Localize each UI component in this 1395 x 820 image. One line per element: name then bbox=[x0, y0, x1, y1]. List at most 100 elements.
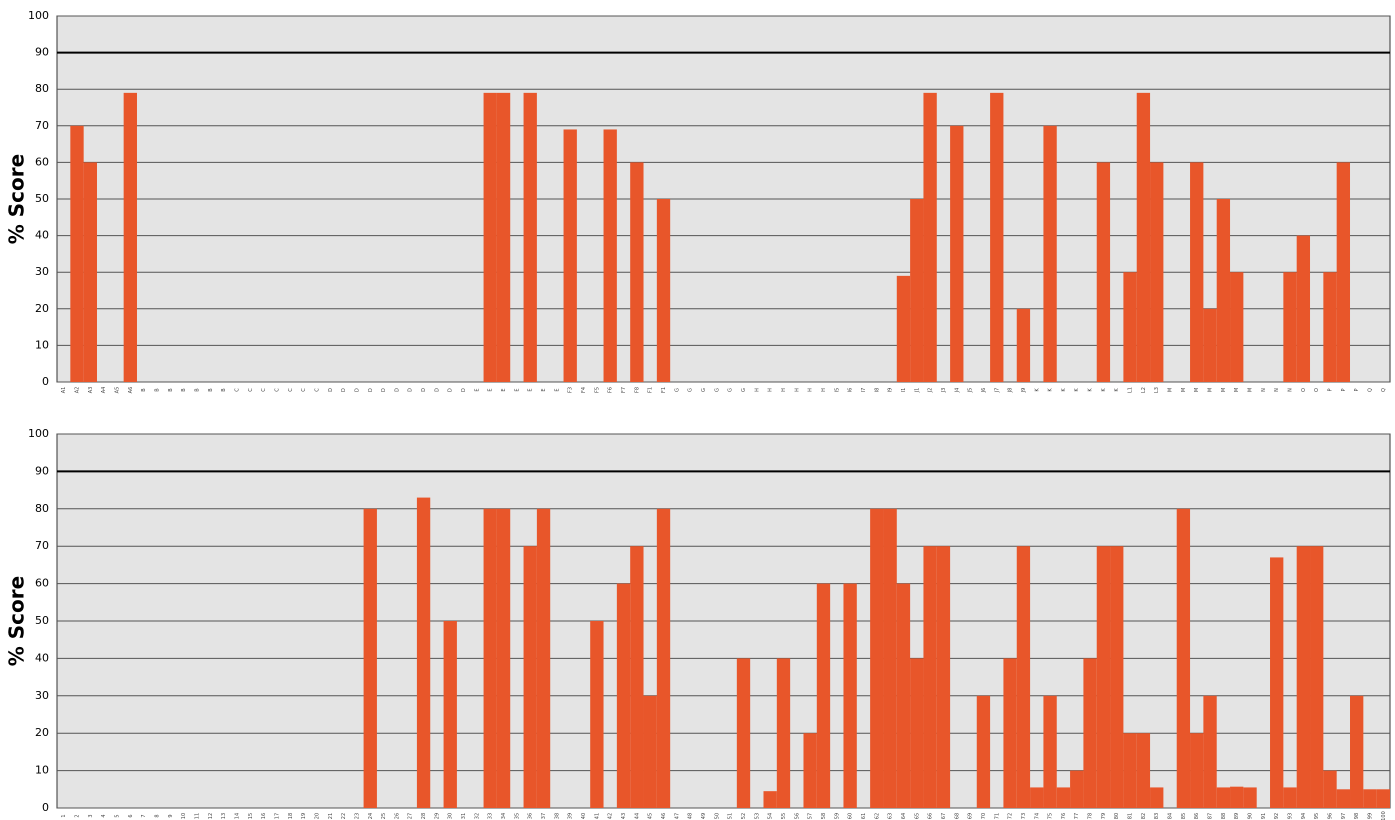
x-tick-label: 61 bbox=[861, 813, 867, 819]
x-tick-label: J2 bbox=[928, 388, 934, 394]
x-tick-label: H bbox=[781, 388, 787, 392]
x-tick-label: 98 bbox=[1354, 813, 1360, 819]
x-tick-label: M bbox=[1234, 388, 1240, 392]
x-tick-label: 71 bbox=[994, 813, 1000, 819]
bar bbox=[1230, 272, 1244, 382]
x-tick-label: 14 bbox=[234, 813, 240, 819]
x-tick-label: J1 bbox=[914, 388, 920, 394]
bar bbox=[883, 508, 897, 808]
bar bbox=[1123, 733, 1137, 808]
x-tick-label: D bbox=[368, 388, 374, 392]
bar bbox=[896, 275, 911, 382]
x-tick-label: 53 bbox=[754, 813, 760, 819]
x-tick-label: I9 bbox=[888, 388, 894, 393]
x-tick-label: 84 bbox=[1168, 813, 1174, 819]
x-tick-label: C bbox=[261, 388, 267, 392]
bar bbox=[1363, 789, 1377, 808]
bar bbox=[923, 92, 937, 383]
x-tick-label: 8 bbox=[154, 814, 160, 817]
x-tick-label: 39 bbox=[568, 813, 574, 819]
bar bbox=[1123, 272, 1137, 382]
x-tick-label: L3 bbox=[1154, 387, 1160, 393]
x-tick-label: M bbox=[1221, 388, 1227, 392]
x-tick-label: 68 bbox=[954, 813, 960, 819]
x-tick-label: I1 bbox=[901, 388, 907, 393]
x-tick-label: E bbox=[514, 388, 520, 391]
bar bbox=[496, 508, 511, 808]
bar bbox=[1110, 546, 1124, 808]
x-tick-label: 25 bbox=[381, 813, 387, 819]
bar bbox=[1296, 235, 1311, 382]
x-tick-label: 45 bbox=[648, 813, 654, 819]
x-tick-label: 4 bbox=[101, 814, 107, 817]
bar bbox=[910, 658, 924, 808]
x-tick-label: 88 bbox=[1221, 813, 1227, 819]
bar bbox=[1243, 787, 1257, 808]
x-tick-label: E bbox=[541, 388, 547, 391]
x-tick-label: J9 bbox=[1021, 388, 1027, 394]
x-tick-label: 87 bbox=[1208, 813, 1214, 819]
x-tick-label: D bbox=[341, 388, 347, 392]
y-tick-label: 0 bbox=[42, 375, 49, 388]
x-tick-label: 9 bbox=[168, 814, 174, 817]
bar bbox=[1056, 787, 1071, 808]
bar bbox=[950, 125, 964, 383]
x-tick-label: 63 bbox=[888, 813, 894, 819]
x-tick-label: 79 bbox=[1101, 813, 1107, 819]
bar bbox=[1203, 695, 1217, 808]
x-tick-label: B bbox=[221, 388, 227, 392]
bar bbox=[1150, 787, 1164, 808]
bar bbox=[496, 92, 511, 383]
bar bbox=[736, 658, 751, 808]
x-tick-label: G bbox=[714, 388, 720, 392]
bar bbox=[803, 733, 817, 808]
bar bbox=[896, 583, 911, 808]
bar bbox=[1216, 199, 1231, 382]
x-tick-label: D bbox=[381, 388, 387, 392]
x-tick-label: B bbox=[208, 388, 214, 392]
x-tick-label: 69 bbox=[968, 813, 974, 819]
bar bbox=[976, 695, 991, 808]
y-tick-label: 10 bbox=[35, 764, 49, 777]
bar bbox=[1216, 787, 1231, 808]
y-axis-title: % Score bbox=[5, 576, 29, 666]
x-tick-label: B bbox=[168, 388, 174, 392]
x-tick-label: O bbox=[1301, 388, 1307, 392]
x-tick-label: C bbox=[301, 388, 307, 392]
x-tick-label: 24 bbox=[368, 813, 374, 819]
x-tick-label: 83 bbox=[1154, 813, 1160, 819]
bar bbox=[1336, 789, 1351, 808]
bar bbox=[1016, 546, 1031, 808]
y-tick-label: 70 bbox=[35, 119, 49, 132]
x-tick-label: C bbox=[314, 388, 320, 392]
x-tick-label: 99 bbox=[1368, 813, 1374, 819]
bar bbox=[630, 546, 644, 808]
x-tick-label: 44 bbox=[634, 813, 640, 819]
x-tick-label: 6 bbox=[128, 814, 134, 817]
x-tick-label: 13 bbox=[221, 813, 227, 819]
bar bbox=[443, 621, 457, 808]
y-tick-label: 50 bbox=[35, 192, 49, 205]
x-tick-label: J4 bbox=[954, 388, 960, 394]
bar bbox=[603, 129, 617, 382]
x-tick-label: 78 bbox=[1088, 813, 1094, 819]
x-tick-label: 100 bbox=[1381, 811, 1387, 820]
x-tick-label: 46 bbox=[661, 813, 667, 819]
x-tick-label: K bbox=[1088, 388, 1094, 392]
x-tick-label: 36 bbox=[528, 813, 534, 819]
x-tick-label: J6 bbox=[981, 388, 987, 394]
y-tick-label: 90 bbox=[35, 464, 49, 477]
x-tick-label: M bbox=[1248, 388, 1254, 392]
bar bbox=[70, 125, 84, 383]
x-tick-label: M bbox=[1168, 388, 1174, 392]
x-tick-label: D bbox=[421, 388, 427, 392]
x-tick-label: 20 bbox=[314, 813, 320, 819]
x-tick-label: G bbox=[674, 388, 680, 392]
x-tick-label: 16 bbox=[261, 813, 267, 819]
x-tick-label: K bbox=[1101, 388, 1107, 392]
x-tick-label: 58 bbox=[821, 813, 827, 819]
bar bbox=[123, 92, 137, 383]
x-tick-label: F5 bbox=[594, 387, 600, 393]
x-tick-label: K bbox=[1061, 388, 1067, 392]
x-tick-label: 65 bbox=[914, 813, 920, 819]
